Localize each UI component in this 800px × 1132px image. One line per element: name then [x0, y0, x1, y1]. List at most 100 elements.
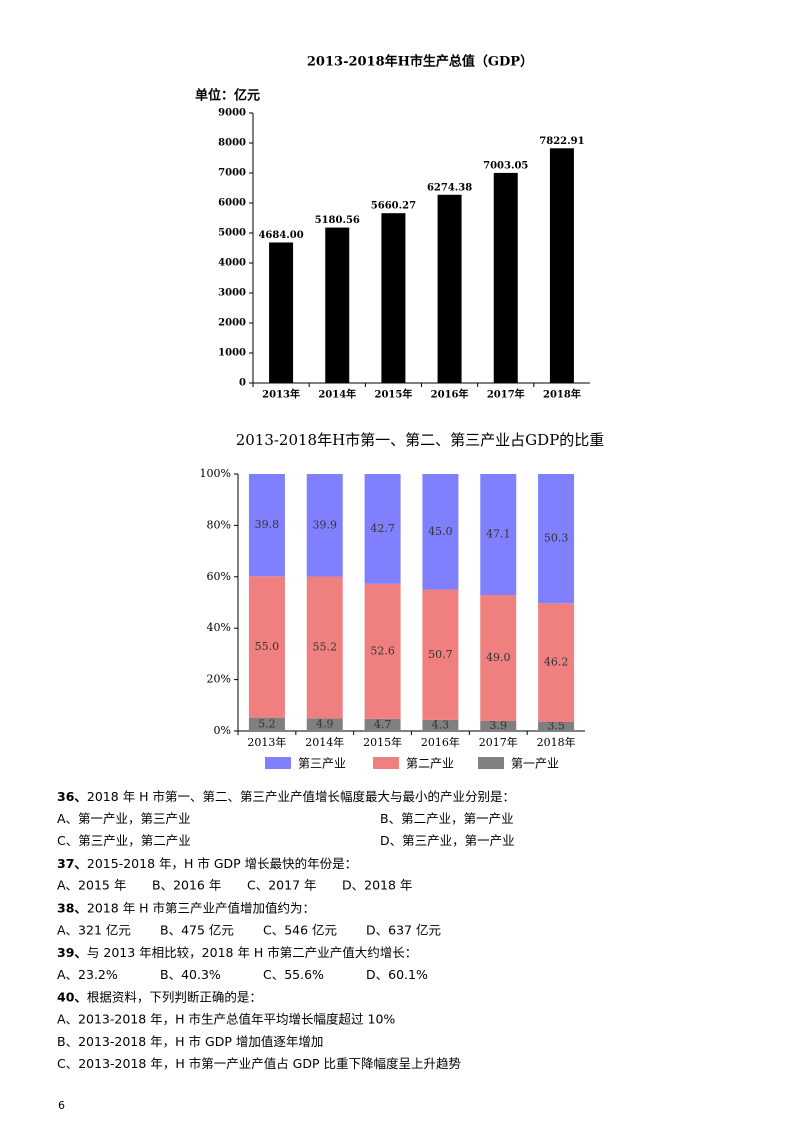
x-tick-label: 2015年 — [363, 735, 402, 749]
chart-title: 2013-2018年H市生产总值（GDP） — [307, 54, 533, 70]
x-tick-label: 2017年 — [479, 735, 518, 749]
x-tick-label: 2014年 — [305, 735, 344, 749]
value-label: 46.2 — [544, 656, 569, 669]
y-tick-label: 7000 — [218, 168, 246, 179]
value-label: 6274.38 — [427, 182, 472, 193]
y-axis-label: 单位：亿元 — [195, 88, 260, 104]
bar-segment — [480, 595, 517, 721]
bar-segment — [306, 718, 343, 731]
bar-segment — [248, 474, 285, 577]
chart-title: 2013-2018年H市第一、第二、第三产业占GDP的比重 — [236, 431, 605, 449]
question: 36、2018 年 H 市第一、第二、第三产业产值增长幅度最大与最小的产业分别是… — [57, 789, 515, 804]
question-text: 根据资料，下列判断正确的是： — [87, 989, 262, 1004]
y-tick-label: 3000 — [218, 288, 246, 299]
value-label: 49.0 — [486, 651, 511, 664]
value-label: 47.1 — [486, 528, 511, 541]
y-tick-label: 5000 — [218, 228, 246, 239]
option: B、第二产业，第一产业 — [380, 811, 514, 826]
question-number: 38、 — [57, 900, 87, 915]
question: 38、2018 年 H 市第三产业产值增加值约为： — [57, 900, 315, 915]
value-label: 7003.05 — [483, 160, 528, 171]
y-tick-label: 20% — [207, 673, 231, 686]
bar-segment — [364, 583, 401, 719]
option: D、60.1% — [366, 967, 428, 982]
value-label: 3.9 — [490, 719, 508, 732]
question-number: 40、 — [57, 989, 87, 1004]
value-label: 4.9 — [316, 718, 334, 731]
question-number: 39、 — [57, 945, 87, 960]
bar — [549, 148, 574, 383]
y-tick-label: 9000 — [218, 108, 246, 119]
x-tick-label: 2017年 — [487, 388, 525, 401]
option: A、2013-2018 年，H 市生产总值年平均增长幅度超过 10% — [57, 1012, 395, 1027]
x-tick-label: 2013年 — [247, 735, 286, 749]
x-tick-label: 2015年 — [374, 388, 412, 401]
bar-segment — [538, 603, 575, 723]
bar — [437, 194, 462, 383]
option: C、第三产业，第二产业 — [57, 833, 191, 848]
question-number: 37、 — [57, 855, 87, 870]
bar-segment — [422, 719, 459, 731]
legend-swatch — [478, 757, 504, 769]
option: A、321 亿元 — [57, 922, 131, 937]
option: C、546 亿元 — [263, 922, 337, 937]
option: C、2017 年 — [247, 878, 317, 893]
value-label: 4.3 — [432, 718, 450, 731]
x-tick-label: 2013年 — [262, 388, 300, 401]
bar-segment — [480, 720, 517, 731]
option: B、2016 年 — [152, 878, 221, 893]
y-tick-label: 6000 — [218, 198, 246, 209]
x-tick-label: 2016年 — [431, 388, 469, 401]
bar — [269, 242, 294, 383]
question-text: 与 2013 年相比较，2018 年 H 市第二产业产值大约增长： — [87, 945, 417, 960]
y-tick-label: 80% — [207, 518, 231, 531]
bar-segment — [306, 576, 343, 719]
question-text: 2018 年 H 市第三产业产值增加值约为： — [87, 900, 315, 915]
question-text: 2018 年 H 市第一、第二、第三产业产值增长幅度最大与最小的产业分别是： — [87, 789, 515, 804]
legend-swatch — [265, 757, 291, 769]
option: A、23.2% — [57, 967, 118, 982]
bar-segment — [480, 474, 517, 596]
y-tick-label: 8000 — [218, 138, 246, 149]
y-tick-label: 1000 — [218, 348, 246, 359]
option: A、2015 年 — [57, 878, 126, 893]
value-label: 7822.91 — [539, 136, 584, 147]
bar-segment — [422, 474, 459, 590]
option: B、2013-2018 年，H 市 GDP 增加值逐年增加 — [57, 1034, 323, 1049]
value-label: 42.7 — [370, 522, 395, 535]
legend-swatch — [373, 757, 399, 769]
y-tick-label: 40% — [207, 621, 231, 634]
x-tick-label: 2014年 — [318, 388, 356, 401]
value-label: 5180.56 — [315, 215, 360, 226]
value-label: 39.9 — [313, 518, 338, 531]
y-tick-label: 0 — [239, 378, 246, 389]
question: 39、与 2013 年相比较，2018 年 H 市第二产业产值大约增长： — [57, 945, 417, 960]
value-label: 55.2 — [313, 640, 338, 653]
bar-segment — [422, 589, 459, 720]
question-number: 36、 — [57, 789, 87, 804]
option: D、第三产业，第一产业 — [380, 833, 515, 848]
legend-label: 第一产业 — [511, 757, 559, 771]
y-tick-label: 4000 — [218, 258, 246, 269]
y-tick-label: 2000 — [218, 318, 246, 329]
value-label: 3.5 — [547, 720, 565, 733]
x-tick-label: 2018年 — [543, 388, 581, 401]
value-label: 50.7 — [428, 648, 453, 661]
x-tick-label: 2016年 — [421, 735, 460, 749]
bar — [493, 172, 518, 383]
y-tick-label: 100% — [200, 467, 231, 480]
x-tick-label: 2018年 — [537, 735, 576, 749]
question-text: 2015-2018 年，H 市 GDP 增长最快的年份是： — [87, 855, 357, 870]
value-label: 4684.00 — [258, 230, 303, 241]
option: D、637 亿元 — [366, 922, 441, 937]
bar — [381, 213, 406, 383]
value-label: 50.3 — [544, 532, 569, 545]
bar-segment — [364, 474, 401, 584]
value-label: 52.6 — [370, 644, 395, 657]
option: A、第一产业，第三产业 — [57, 811, 191, 826]
value-label: 55.0 — [255, 640, 280, 653]
bar-segment — [538, 722, 575, 731]
bar-segment — [248, 576, 285, 718]
option: B、40.3% — [160, 967, 221, 982]
